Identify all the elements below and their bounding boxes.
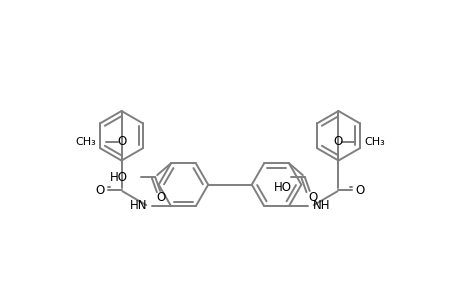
Text: HN: HN	[129, 199, 147, 212]
Text: O: O	[355, 184, 364, 197]
Text: HO: HO	[109, 171, 127, 184]
Text: O: O	[95, 184, 104, 197]
Text: O: O	[308, 191, 317, 204]
Text: CH₃: CH₃	[75, 137, 95, 147]
Text: HO: HO	[274, 181, 291, 194]
Text: CH₃: CH₃	[364, 137, 384, 147]
Text: O: O	[117, 135, 126, 148]
Text: O: O	[156, 191, 165, 204]
Text: NH: NH	[312, 199, 330, 212]
Text: O: O	[333, 135, 342, 148]
